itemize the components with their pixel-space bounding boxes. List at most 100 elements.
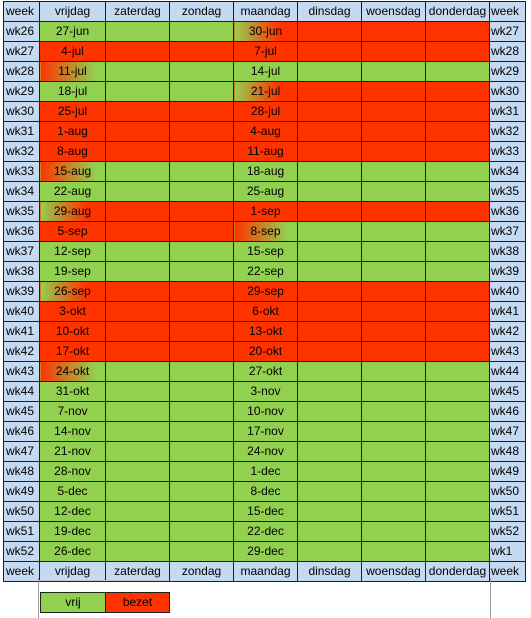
day-cell-maandag[interactable]: 1-dec bbox=[233, 461, 298, 482]
day-cell-maandag[interactable]: 28-jul bbox=[233, 101, 298, 122]
day-cell-donderdag[interactable] bbox=[425, 401, 490, 422]
day-cell-donderdag[interactable] bbox=[425, 361, 490, 382]
day-cell-maandag[interactable]: 8-sep bbox=[233, 221, 298, 242]
day-cell-woensdag[interactable] bbox=[361, 141, 426, 162]
day-cell-donderdag[interactable] bbox=[425, 81, 490, 102]
day-cell-maandag[interactable]: 15-dec bbox=[233, 501, 298, 522]
day-cell-woensdag[interactable] bbox=[361, 521, 426, 542]
day-cell-donderdag[interactable] bbox=[425, 201, 490, 222]
day-cell-vrijdag[interactable]: 28-nov bbox=[39, 461, 106, 482]
day-cell-zaterdag[interactable] bbox=[105, 141, 170, 162]
day-cell-woensdag[interactable] bbox=[361, 181, 426, 202]
day-cell-woensdag[interactable] bbox=[361, 441, 426, 462]
day-cell-zondag[interactable] bbox=[169, 261, 234, 282]
day-cell-vrijdag[interactable]: 3-okt bbox=[39, 301, 106, 322]
day-cell-woensdag[interactable] bbox=[361, 201, 426, 222]
day-cell-donderdag[interactable] bbox=[425, 21, 490, 42]
day-cell-zondag[interactable] bbox=[169, 501, 234, 522]
day-cell-maandag[interactable]: 11-aug bbox=[233, 141, 298, 162]
day-cell-donderdag[interactable] bbox=[425, 521, 490, 542]
day-cell-dinsdag[interactable] bbox=[297, 301, 362, 322]
day-cell-zondag[interactable] bbox=[169, 141, 234, 162]
day-cell-zondag[interactable] bbox=[169, 201, 234, 222]
day-cell-dinsdag[interactable] bbox=[297, 101, 362, 122]
day-cell-woensdag[interactable] bbox=[361, 101, 426, 122]
day-cell-donderdag[interactable] bbox=[425, 101, 490, 122]
day-cell-donderdag[interactable] bbox=[425, 61, 490, 82]
day-cell-zondag[interactable] bbox=[169, 181, 234, 202]
day-cell-dinsdag[interactable] bbox=[297, 541, 362, 562]
day-cell-woensdag[interactable] bbox=[361, 41, 426, 62]
day-cell-zondag[interactable] bbox=[169, 321, 234, 342]
day-cell-dinsdag[interactable] bbox=[297, 81, 362, 102]
day-cell-woensdag[interactable] bbox=[361, 321, 426, 342]
day-cell-woensdag[interactable] bbox=[361, 401, 426, 422]
day-cell-woensdag[interactable] bbox=[361, 121, 426, 142]
day-cell-zondag[interactable] bbox=[169, 521, 234, 542]
day-cell-dinsdag[interactable] bbox=[297, 341, 362, 362]
day-cell-donderdag[interactable] bbox=[425, 281, 490, 302]
day-cell-zondag[interactable] bbox=[169, 481, 234, 502]
day-cell-maandag[interactable]: 10-nov bbox=[233, 401, 298, 422]
day-cell-maandag[interactable]: 6-okt bbox=[233, 301, 298, 322]
day-cell-donderdag[interactable] bbox=[425, 181, 490, 202]
day-cell-zondag[interactable] bbox=[169, 461, 234, 482]
day-cell-woensdag[interactable] bbox=[361, 221, 426, 242]
day-cell-vrijdag[interactable]: 31-okt bbox=[39, 381, 106, 402]
day-cell-donderdag[interactable] bbox=[425, 141, 490, 162]
day-cell-zaterdag[interactable] bbox=[105, 461, 170, 482]
day-cell-zaterdag[interactable] bbox=[105, 81, 170, 102]
day-cell-vrijdag[interactable]: 8-aug bbox=[39, 141, 106, 162]
day-cell-donderdag[interactable] bbox=[425, 301, 490, 322]
day-cell-dinsdag[interactable] bbox=[297, 321, 362, 342]
day-cell-dinsdag[interactable] bbox=[297, 481, 362, 502]
day-cell-donderdag[interactable] bbox=[425, 221, 490, 242]
day-cell-zaterdag[interactable] bbox=[105, 521, 170, 542]
day-cell-dinsdag[interactable] bbox=[297, 241, 362, 262]
day-cell-zaterdag[interactable] bbox=[105, 281, 170, 302]
day-cell-vrijdag[interactable]: 5-sep bbox=[39, 221, 106, 242]
day-cell-zaterdag[interactable] bbox=[105, 221, 170, 242]
day-cell-zondag[interactable] bbox=[169, 81, 234, 102]
day-cell-zaterdag[interactable] bbox=[105, 421, 170, 442]
day-cell-zaterdag[interactable] bbox=[105, 121, 170, 142]
day-cell-vrijdag[interactable]: 11-jul bbox=[39, 61, 106, 82]
day-cell-donderdag[interactable] bbox=[425, 481, 490, 502]
day-cell-woensdag[interactable] bbox=[361, 361, 426, 382]
day-cell-maandag[interactable]: 14-jul bbox=[233, 61, 298, 82]
day-cell-woensdag[interactable] bbox=[361, 541, 426, 562]
day-cell-woensdag[interactable] bbox=[361, 461, 426, 482]
day-cell-vrijdag[interactable]: 10-okt bbox=[39, 321, 106, 342]
day-cell-maandag[interactable]: 20-okt bbox=[233, 341, 298, 362]
day-cell-vrijdag[interactable]: 22-aug bbox=[39, 181, 106, 202]
day-cell-maandag[interactable]: 1-sep bbox=[233, 201, 298, 222]
day-cell-donderdag[interactable] bbox=[425, 461, 490, 482]
day-cell-donderdag[interactable] bbox=[425, 241, 490, 262]
day-cell-zaterdag[interactable] bbox=[105, 101, 170, 122]
day-cell-maandag[interactable]: 29-dec bbox=[233, 541, 298, 562]
day-cell-zaterdag[interactable] bbox=[105, 501, 170, 522]
day-cell-donderdag[interactable] bbox=[425, 261, 490, 282]
day-cell-zaterdag[interactable] bbox=[105, 541, 170, 562]
day-cell-dinsdag[interactable] bbox=[297, 441, 362, 462]
day-cell-zondag[interactable] bbox=[169, 541, 234, 562]
day-cell-vrijdag[interactable]: 19-dec bbox=[39, 521, 106, 542]
day-cell-zondag[interactable] bbox=[169, 301, 234, 322]
day-cell-zondag[interactable] bbox=[169, 401, 234, 422]
day-cell-woensdag[interactable] bbox=[361, 481, 426, 502]
day-cell-dinsdag[interactable] bbox=[297, 201, 362, 222]
day-cell-zaterdag[interactable] bbox=[105, 61, 170, 82]
day-cell-zaterdag[interactable] bbox=[105, 361, 170, 382]
day-cell-zondag[interactable] bbox=[169, 441, 234, 462]
day-cell-dinsdag[interactable] bbox=[297, 221, 362, 242]
day-cell-zaterdag[interactable] bbox=[105, 301, 170, 322]
day-cell-maandag[interactable]: 25-aug bbox=[233, 181, 298, 202]
day-cell-vrijdag[interactable]: 19-sep bbox=[39, 261, 106, 282]
day-cell-woensdag[interactable] bbox=[361, 341, 426, 362]
day-cell-dinsdag[interactable] bbox=[297, 181, 362, 202]
day-cell-maandag[interactable]: 8-dec bbox=[233, 481, 298, 502]
day-cell-donderdag[interactable] bbox=[425, 321, 490, 342]
day-cell-dinsdag[interactable] bbox=[297, 421, 362, 442]
day-cell-woensdag[interactable] bbox=[361, 81, 426, 102]
day-cell-vrijdag[interactable]: 7-nov bbox=[39, 401, 106, 422]
